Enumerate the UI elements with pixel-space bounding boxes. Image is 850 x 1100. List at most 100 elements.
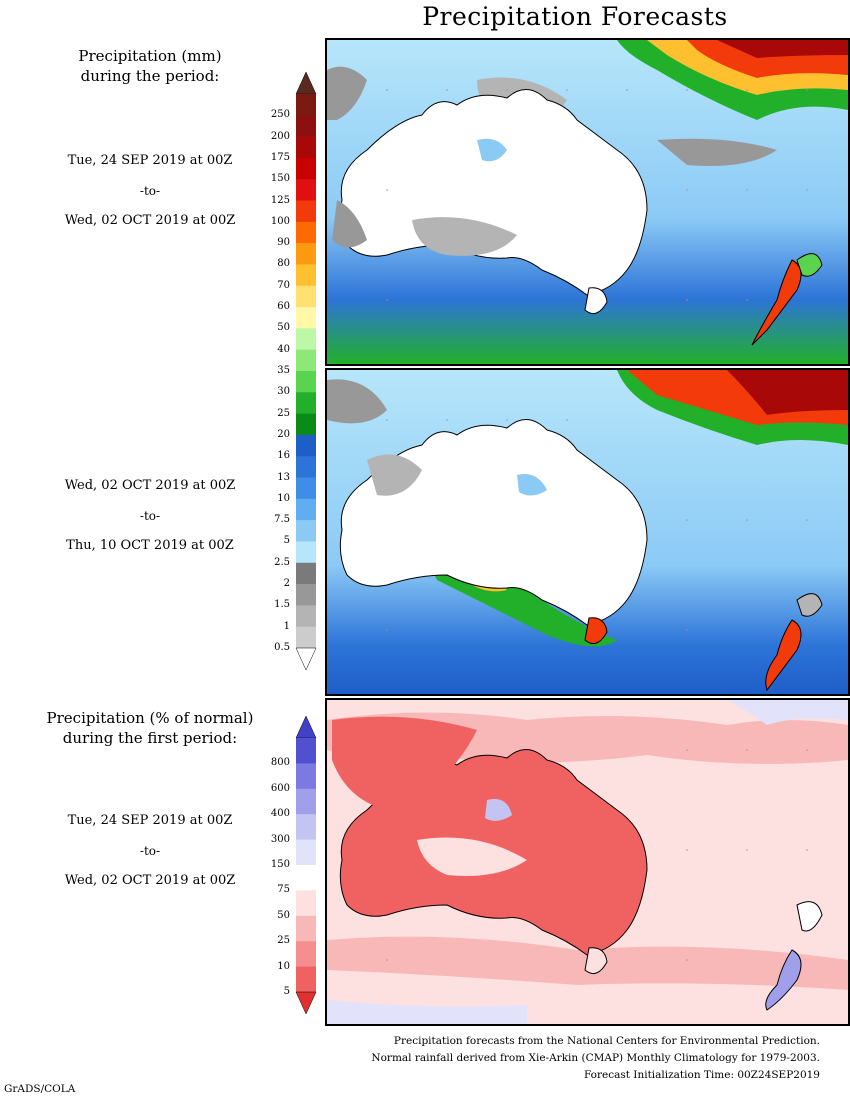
colorbar-bottom-arrow xyxy=(295,647,317,670)
page-title: Precipitation Forecasts xyxy=(422,2,728,31)
colorbar-tick-label: 90 xyxy=(277,237,290,249)
colorbar-segment xyxy=(296,136,316,159)
colorbar-tick-label: 1.5 xyxy=(274,599,290,611)
colorbar-segment xyxy=(296,520,316,542)
colorbar-tick-label: 75 xyxy=(277,884,290,896)
footer-line2: Normal rainfall derived from Xie-Arkin (… xyxy=(371,1052,820,1064)
colorbar-tick-label: 0.5 xyxy=(274,642,290,653)
colorbar-segment xyxy=(296,392,316,414)
colorbar-tick-label: 70 xyxy=(277,279,290,291)
colorbar-segment xyxy=(296,285,316,308)
colorbar-segment xyxy=(296,814,316,840)
colorbar-tick-label: 200 xyxy=(270,130,290,142)
colorbar-tick-label: 5 xyxy=(283,986,290,997)
colorbar-segment xyxy=(296,477,316,500)
colorbar-tick-label: 800 xyxy=(270,757,290,769)
footer-line1: Precipitation forecasts from the Nationa… xyxy=(393,1035,820,1047)
period2-to: -to- xyxy=(139,509,161,523)
colorbar-segment xyxy=(296,179,316,201)
colorbar-top-arrow xyxy=(295,72,317,95)
colorbar-tick-label: 60 xyxy=(277,301,290,313)
period1-start: Tue, 24 SEP 2019 at 00Z xyxy=(67,153,233,168)
colorbar-segment xyxy=(296,626,316,649)
pct-legend-heading-line2: during the first period: xyxy=(62,729,238,747)
colorbar-tick-label: 100 xyxy=(270,215,290,227)
colorbar-tick-label: 150 xyxy=(270,173,290,185)
period3-to: -to- xyxy=(139,844,161,858)
colorbar-bottom-arrow xyxy=(295,991,317,1014)
precip-map-period2 xyxy=(325,368,850,696)
pct-legend-heading-line1: Precipitation (% of normal) xyxy=(46,709,254,727)
pct-colorbar xyxy=(295,716,317,1014)
precip-map-period1 xyxy=(325,38,850,366)
precip-legend-heading-line1: Precipitation (mm) xyxy=(78,47,222,65)
colorbar-segment xyxy=(296,605,316,627)
colorbar-tick-label: 80 xyxy=(277,258,290,270)
colorbar-segment xyxy=(296,221,316,244)
period2-start: Wed, 02 OCT 2019 at 00Z xyxy=(64,478,236,493)
colorbar-tick-label: 300 xyxy=(270,833,290,845)
colorbar-segment xyxy=(296,498,316,521)
pct-normal-map xyxy=(325,698,850,1026)
period1-end: Wed, 02 OCT 2019 at 00Z xyxy=(64,213,236,228)
colorbar-segment xyxy=(296,562,316,585)
colorbar-segment xyxy=(296,763,316,790)
precip-legend-heading-line2: during the period: xyxy=(80,67,220,85)
colorbar-segment xyxy=(296,541,316,564)
colorbar-segment xyxy=(296,966,316,993)
colorbar-segment xyxy=(296,839,316,866)
colorbar-segment xyxy=(296,94,316,116)
period1-to: -to- xyxy=(139,184,161,198)
colorbar-tick-label: 13 xyxy=(277,471,290,483)
colorbar-segment xyxy=(296,243,316,265)
colorbar-segment xyxy=(296,941,316,967)
colorbar-tick-label: 7.5 xyxy=(274,514,290,526)
colorbar-tick-label: 50 xyxy=(277,909,290,921)
precip-legend-heading: Precipitation (mm) during the period: xyxy=(20,46,280,86)
pct-legend-heading: Precipitation (% of normal) during the f… xyxy=(20,708,280,748)
colorbar-tick-label: 10 xyxy=(277,960,290,972)
colorbar-segment xyxy=(296,890,316,917)
colorbar-segment xyxy=(296,788,316,815)
colorbar-segment xyxy=(296,328,316,350)
colorbar-segment xyxy=(296,264,316,287)
colorbar-segment xyxy=(296,115,316,137)
colorbar-segment xyxy=(296,200,316,223)
colorbar-tick-label: 125 xyxy=(270,194,290,206)
colorbar-segment xyxy=(296,434,316,457)
colorbar-tick-label: 2 xyxy=(283,578,290,590)
colorbar-segment xyxy=(296,865,316,891)
colorbar-tick-label: 150 xyxy=(270,859,290,870)
colorbar-segment xyxy=(296,915,316,942)
colorbar-segment xyxy=(296,456,316,478)
colorbar-tick-label: 50 xyxy=(277,322,290,334)
colorbar-tick-label: 600 xyxy=(270,782,290,794)
colorbar-tick-label: 5 xyxy=(283,535,290,547)
colorbar-tick-label: 400 xyxy=(270,808,290,820)
period3-start: Tue, 24 SEP 2019 at 00Z xyxy=(67,813,233,828)
colorbar-tick-label: 25 xyxy=(277,407,290,419)
grads-credit: GrADS/COLA xyxy=(4,1083,76,1095)
colorbar-tick-label: 40 xyxy=(277,343,290,355)
colorbar-tick-label: 1 xyxy=(283,620,290,632)
colorbar-tick-label: 2.5 xyxy=(274,556,290,568)
colorbar-tick-label: 250 xyxy=(270,109,290,121)
period3-end: Wed, 02 OCT 2019 at 00Z xyxy=(64,873,236,888)
colorbar-segment xyxy=(296,413,316,436)
colorbar-segment xyxy=(296,307,316,329)
colorbar-tick-label: 175 xyxy=(270,151,290,163)
colorbar-top-arrow xyxy=(295,716,317,739)
colorbar-tick-label: 30 xyxy=(277,386,290,398)
colorbar-tick-label: 25 xyxy=(277,935,290,947)
colorbar-tick-label: 20 xyxy=(277,428,290,440)
colorbar-segment xyxy=(296,738,316,764)
colorbar-segment xyxy=(296,157,316,180)
period2-end: Thu, 10 OCT 2019 at 00Z xyxy=(66,538,234,553)
precip-colorbar xyxy=(295,72,317,670)
footer-line3: Forecast Initialization Time: 00Z24SEP20… xyxy=(583,1069,820,1081)
colorbar-segment xyxy=(296,584,316,606)
colorbar-segment xyxy=(296,371,316,393)
colorbar-segment xyxy=(296,349,316,372)
colorbar-tick-label: 35 xyxy=(277,365,290,376)
colorbar-tick-label: 16 xyxy=(277,450,290,462)
